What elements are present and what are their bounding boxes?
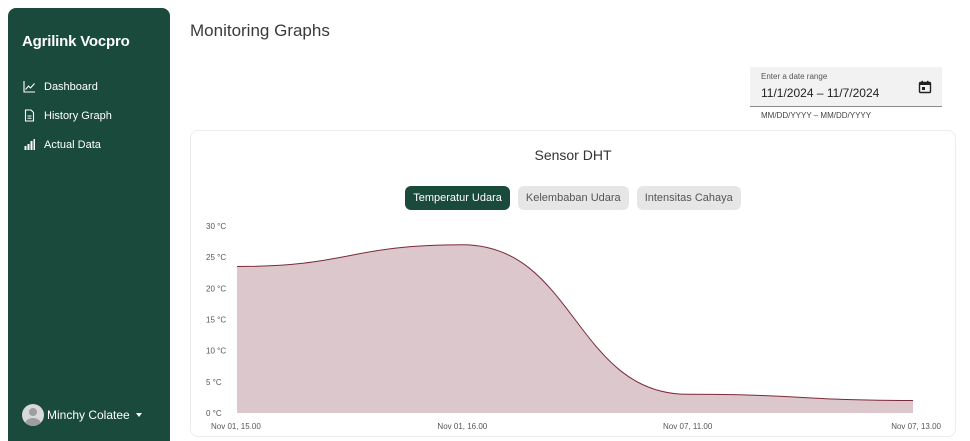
- sidebar-item-actual-data[interactable]: Actual Data: [8, 130, 170, 159]
- chart-card-title: Sensor DHT: [534, 147, 612, 163]
- y-tick-label: 0 °C: [206, 409, 222, 418]
- chart-card: Sensor DHT Temperatur Udara Kelembaban U…: [190, 130, 956, 437]
- x-tick-label: Nov 01, 15.00: [211, 422, 261, 431]
- caret-down-icon: [135, 413, 142, 417]
- sidebar-item-dashboard[interactable]: Dashboard: [8, 72, 170, 101]
- tab-kelembaban-udara[interactable]: Kelembaban Udara: [517, 186, 629, 210]
- x-tick-label: Nov 07, 13.00: [891, 422, 941, 431]
- x-tick-label: Nov 01, 16.00: [437, 422, 487, 431]
- y-tick-label: 30 °C: [206, 222, 226, 231]
- avatar: [22, 404, 44, 426]
- calendar-icon[interactable]: [918, 80, 932, 94]
- date-range-hint: MM/DD/YYYY – MM/DD/YYYY: [761, 111, 872, 120]
- y-tick-label: 25 °C: [206, 253, 226, 262]
- sidebar-item-label: History Graph: [44, 109, 112, 122]
- brand-title: Agrilink Vocpro: [22, 33, 130, 50]
- area-chart: 30 °C 25 °C 20 °C 15 °C 10 °C 5 °C 0 °C Nov 01,…: [206, 222, 942, 431]
- document-icon: [23, 109, 36, 122]
- sidebar-item-history-graph[interactable]: History Graph: [8, 101, 170, 130]
- area-series-fill: [237, 244, 913, 413]
- bar-chart-icon: [23, 138, 36, 151]
- date-range-value[interactable]: 11/1/2024 – 11/7/2024: [761, 86, 880, 100]
- tab-temperatur-udara[interactable]: Temperatur Udara: [405, 186, 510, 210]
- y-tick-label: 15 °C: [206, 316, 226, 325]
- sidebar-item-label: Actual Data: [44, 138, 101, 151]
- sidebar-item-label: Dashboard: [44, 80, 98, 93]
- date-range-label: Enter a date range: [761, 72, 828, 81]
- y-tick-label: 10 °C: [206, 347, 226, 356]
- sensor-tabs: Temperatur Udara Kelembaban Udara Intens…: [191, 186, 955, 210]
- sidebar-nav: Dashboard History Graph Actual Data: [8, 72, 170, 159]
- area-series-line: [236, 244, 914, 402]
- x-tick-label: Nov 07, 11.00: [663, 422, 713, 431]
- y-tick-label: 5 °C: [206, 378, 222, 387]
- line-chart-icon: [23, 80, 36, 93]
- page-title: Monitoring Graphs: [190, 21, 330, 40]
- user-name: Minchy Colatee: [47, 408, 130, 422]
- y-tick-label: 20 °C: [206, 284, 226, 293]
- sidebar: Agrilink Vocpro Dashboard History Graph …: [8, 8, 170, 441]
- tab-intensitas-cahaya[interactable]: Intensitas Cahaya: [636, 186, 741, 210]
- user-menu[interactable]: Minchy Colatee: [22, 404, 142, 426]
- date-range-field[interactable]: Enter a date range 11/1/2024 – 11/7/2024: [750, 67, 942, 107]
